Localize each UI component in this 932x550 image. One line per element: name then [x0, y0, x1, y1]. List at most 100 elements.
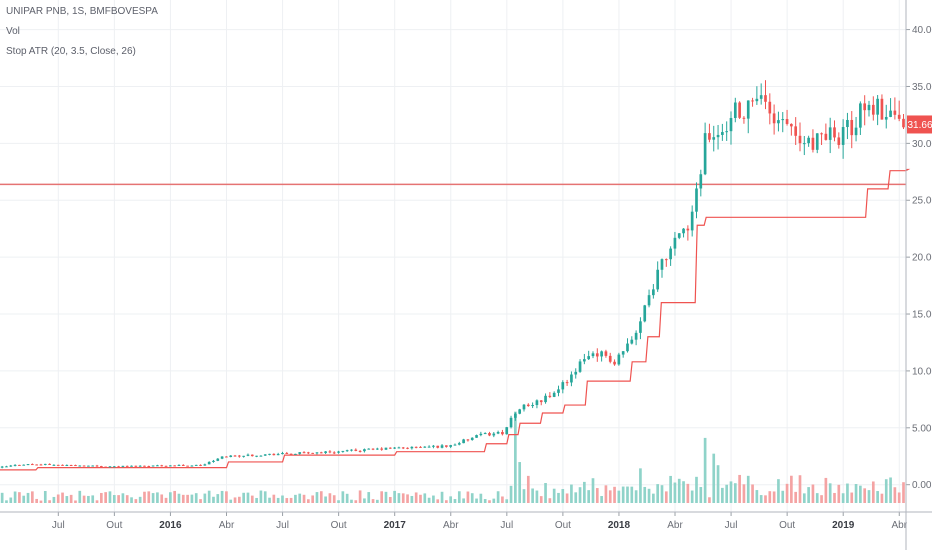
candle-body: [376, 448, 379, 450]
candle-body: [143, 465, 146, 467]
volume-bar: [384, 491, 388, 503]
candle-body: [194, 464, 198, 466]
volume-bar: [367, 492, 371, 503]
volume-bar: [863, 488, 867, 503]
candle-body: [69, 465, 73, 467]
candle-body: [367, 448, 371, 450]
candle-body: [583, 359, 586, 362]
candle-body: [220, 456, 224, 459]
volume-bar: [263, 491, 267, 503]
candle-body: [785, 119, 789, 124]
volume-bar: [613, 486, 616, 503]
candle-body: [52, 464, 56, 466]
volume-bar: [505, 499, 509, 503]
candle-body: [626, 343, 629, 352]
candle-body: [423, 446, 427, 448]
volume-bar: [436, 499, 440, 503]
volume-bar: [130, 497, 133, 503]
candle-body: [867, 104, 871, 111]
volume-bar: [833, 492, 836, 503]
candle-body: [427, 446, 431, 448]
candle-body: [539, 400, 543, 403]
candle-body: [104, 466, 107, 468]
volume-bar: [764, 495, 767, 503]
volume-bar: [156, 492, 159, 503]
volume-bar: [457, 491, 461, 503]
stop-atr-line: [0, 168, 911, 471]
volume-bar: [294, 494, 297, 503]
volume-bar: [371, 499, 375, 503]
candle-body: [777, 120, 780, 124]
volume-bar: [501, 496, 504, 503]
volume-bar: [621, 486, 625, 503]
volume-bar: [250, 495, 254, 503]
volume-bar: [238, 496, 241, 503]
candle-body: [604, 351, 608, 356]
volume-bar: [514, 411, 517, 503]
candle-body: [759, 95, 763, 99]
volume-bar: [526, 475, 530, 503]
volume-bar: [785, 483, 789, 503]
candle-body: [39, 464, 43, 466]
volume-bar: [147, 491, 151, 503]
volume-bar: [212, 496, 215, 503]
volume-bar: [466, 491, 470, 503]
candle-body: [31, 464, 34, 466]
candle-body: [108, 466, 112, 468]
volume-bar: [561, 489, 565, 503]
volume-bar: [686, 483, 690, 503]
volume-bar: [518, 462, 522, 503]
volume-bar: [246, 492, 250, 503]
volume-bar: [738, 474, 741, 503]
volume-bar: [380, 491, 384, 503]
volume-bar: [755, 490, 759, 503]
candle-body: [177, 464, 181, 466]
candle-body: [686, 228, 690, 231]
candle-body: [677, 233, 681, 238]
candle-body: [371, 448, 375, 450]
candle-body: [742, 117, 746, 119]
y-tick-label: 0.00: [912, 480, 932, 491]
candle-body: [0, 466, 4, 468]
volume-bar: [5, 500, 8, 503]
volume-legend[interactable]: Vol: [6, 26, 20, 37]
volume-bar: [604, 485, 608, 503]
candle-body: [673, 237, 677, 249]
candle-body: [522, 404, 526, 410]
candle-body: [350, 449, 353, 451]
volume-bar: [721, 487, 724, 503]
candle-body: [250, 454, 254, 457]
candle-body: [751, 100, 754, 102]
candle-body: [298, 452, 302, 454]
candle-body: [233, 455, 237, 457]
candle-body: [591, 353, 595, 357]
candle-body: [462, 439, 465, 444]
y-tick-label: 40.00: [912, 25, 932, 36]
candle-body: [781, 119, 785, 121]
symbol-legend[interactable]: UNIPAR PNB, 1S, BMFBOVESPA: [6, 6, 158, 17]
volume-bar: [177, 493, 181, 503]
candle-body: [703, 133, 707, 175]
volume-bar: [164, 497, 168, 503]
candle-body: [841, 127, 845, 145]
candle-body: [488, 433, 491, 436]
candle-body: [384, 447, 388, 450]
candle-body: [181, 464, 185, 466]
volume-bar: [492, 498, 496, 503]
volume-bar: [82, 495, 86, 503]
volume-bar: [121, 493, 125, 503]
x-tick-label: Jul: [276, 520, 289, 531]
volume-bar: [647, 488, 651, 503]
candle-body: [794, 126, 798, 136]
candle-body: [388, 447, 392, 449]
volume-bar: [393, 490, 396, 503]
volume-bar: [311, 495, 315, 503]
candle-body: [285, 452, 289, 454]
x-tick-label: Abr: [667, 520, 683, 531]
candle-body: [440, 445, 444, 448]
indicator-legend[interactable]: Stop ATR (20, 3.5, Close, 26): [6, 46, 136, 57]
volume-bar: [557, 492, 560, 503]
volume-bar: [388, 496, 392, 503]
candle-body: [302, 452, 306, 454]
volume-bar: [289, 497, 293, 503]
